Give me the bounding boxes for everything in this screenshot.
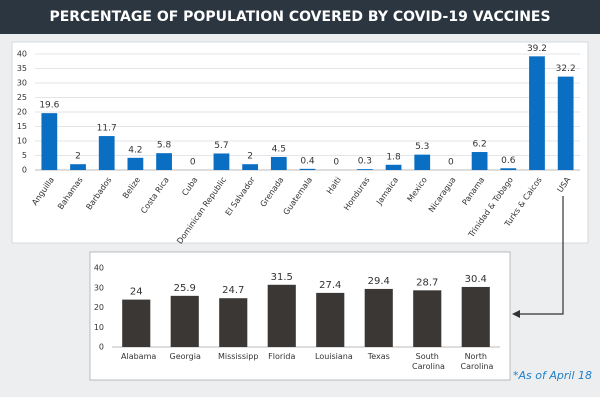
value-label: 2 [247, 152, 253, 162]
value-label: 4.5 [272, 144, 286, 154]
bar [557, 76, 574, 170]
y-tick-label: 20 [94, 303, 104, 312]
bar [156, 153, 172, 170]
value-label: 27.4 [319, 280, 341, 291]
y-tick-label: 30 [17, 79, 27, 88]
value-label: 30.4 [465, 274, 487, 285]
bar [242, 164, 259, 170]
y-tick-label: 15 [17, 122, 27, 131]
value-label: 5.8 [157, 141, 172, 151]
bar [127, 157, 144, 170]
bar [529, 56, 545, 170]
bar [500, 168, 517, 170]
bar [364, 288, 393, 347]
bar [98, 136, 115, 170]
value-label: 24 [130, 287, 143, 298]
connector-arrow [518, 196, 564, 315]
bar [461, 286, 490, 347]
value-label: 5.7 [214, 141, 228, 151]
x-tick-label: Mississippi [218, 352, 258, 361]
x-tick-label: Florida [268, 352, 296, 361]
value-label: 5.3 [415, 142, 429, 152]
x-tick-label-box: North Carolina [460, 352, 494, 371]
top-panel [11, 41, 589, 244]
value-label: 31.5 [271, 272, 293, 283]
bar [385, 164, 402, 170]
x-tick-label: Alabama [121, 352, 157, 361]
x-tick-label: South Carolina [412, 352, 445, 371]
bar [219, 298, 248, 347]
bar [170, 295, 199, 347]
bar [356, 169, 373, 170]
y-tick-label: 30 [94, 283, 104, 292]
bar [471, 152, 488, 170]
x-tick-label-box: Texas [367, 352, 390, 361]
x-tick-label: Texas [367, 352, 390, 361]
value-label: 0 [448, 158, 454, 168]
value-label: 1.8 [386, 152, 401, 162]
y-tick-label: 10 [17, 137, 27, 146]
bar [413, 290, 442, 347]
x-tick-label-box: Mississippi [218, 352, 258, 361]
y-tick-label: 40 [94, 264, 104, 273]
footnote: *As of April 18 [513, 369, 592, 382]
y-tick-label: 0 [99, 343, 104, 352]
value-label: 2 [75, 152, 81, 162]
bar [41, 113, 58, 170]
bar [316, 292, 345, 347]
value-label: 0.6 [501, 156, 516, 166]
value-label: 19.6 [39, 101, 59, 111]
bar [299, 168, 316, 170]
value-label: 29.4 [368, 276, 390, 287]
bar [213, 153, 230, 170]
value-label: 39.2 [527, 44, 547, 54]
bar [270, 156, 287, 170]
value-label: 28.7 [416, 277, 438, 288]
x-tick-label-box: Alabama [121, 352, 157, 361]
chart-title: PERCENTAGE OF POPULATION COVERED BY COVI… [49, 9, 550, 25]
y-tick-label: 0 [22, 166, 27, 175]
y-tick-label: 35 [17, 64, 27, 73]
x-tick-label: North Carolina [460, 352, 494, 371]
x-tick-label: Georgia [169, 352, 201, 361]
value-label: 25.9 [174, 283, 196, 294]
x-tick-label-box: Florida [268, 352, 296, 361]
bar [267, 284, 296, 347]
value-label: 11.7 [97, 124, 117, 134]
value-label: 0.4 [300, 156, 315, 166]
x-tick-label-box: South Carolina [412, 352, 445, 371]
value-label: 4.2 [128, 145, 142, 155]
value-label: 0.3 [358, 157, 372, 167]
y-tick-label: 5 [22, 151, 27, 160]
bar [70, 164, 86, 170]
value-label: 6.2 [472, 140, 486, 150]
y-tick-label: 10 [94, 323, 104, 332]
value-label: 0 [333, 158, 339, 168]
x-tick-label-box: Louisiana [315, 352, 353, 361]
y-tick-label: 20 [17, 108, 27, 117]
bar [122, 299, 151, 347]
value-label: 32.2 [556, 64, 576, 74]
y-tick-label: 25 [17, 93, 27, 102]
value-label: 24.7 [222, 285, 244, 296]
bar [414, 154, 431, 170]
arrow-head [512, 310, 520, 318]
title-banner [0, 0, 600, 34]
x-tick-label: Louisiana [315, 352, 353, 361]
value-label: 0 [190, 158, 196, 168]
y-tick-label: 40 [17, 50, 27, 59]
x-tick-label-box: Georgia [169, 352, 201, 361]
